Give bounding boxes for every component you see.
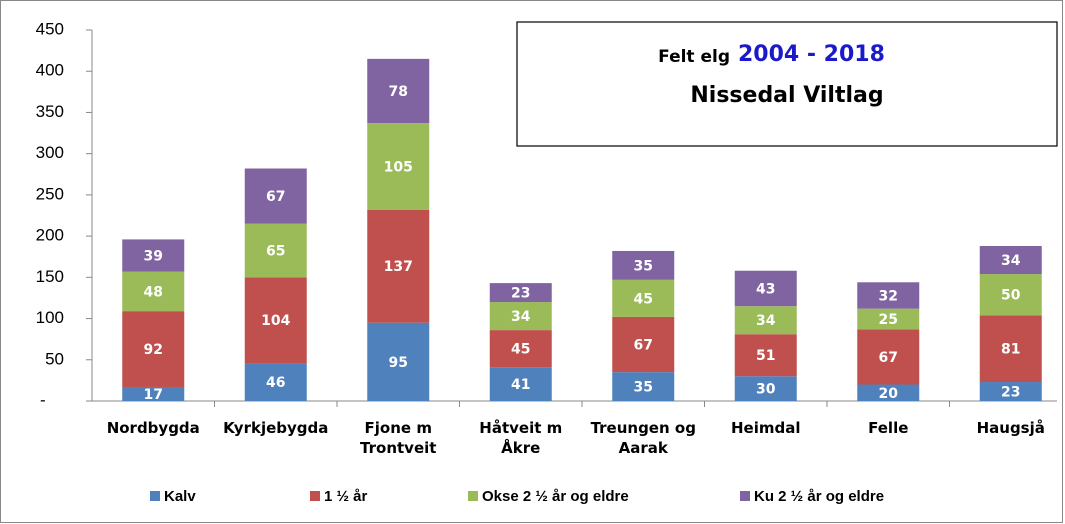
bar-segment <box>979 315 1042 383</box>
data-label: 30 <box>756 382 776 398</box>
legend-label: Ku 2 ½ år og eldre <box>754 488 884 505</box>
data-label: 43 <box>756 281 775 297</box>
legend-swatch <box>150 491 160 501</box>
bar-segment <box>734 306 797 335</box>
bar-segment <box>122 271 185 312</box>
legend-swatch <box>310 491 320 501</box>
data-label: 23 <box>511 286 530 302</box>
bar-segment <box>612 279 675 317</box>
data-label: 34 <box>756 313 776 329</box>
data-label: 39 <box>144 248 163 264</box>
bar-segment <box>244 363 307 401</box>
bar-segment <box>489 367 552 401</box>
bar-segment <box>122 386 185 401</box>
y-tick-label: 50 <box>45 349 64 368</box>
y-tick-label: 400 <box>36 61 64 80</box>
x-tick-label: Treungen og Aarak <box>590 419 696 457</box>
data-label: 65 <box>266 244 285 260</box>
chart-subtitle: Nissedal Viltlag <box>690 83 883 108</box>
bar-segment <box>244 223 307 278</box>
data-label: 51 <box>756 348 775 364</box>
legend-label: 1 ½ år <box>324 488 368 505</box>
legend-label: Kalv <box>164 488 196 505</box>
y-tick-label: 300 <box>36 143 64 162</box>
data-label: 48 <box>144 284 163 300</box>
bar-segment <box>857 384 920 401</box>
y-tick-label: - <box>40 390 46 409</box>
data-label: 50 <box>1001 288 1021 304</box>
bar-segment <box>857 282 920 309</box>
legend-swatch <box>468 491 478 501</box>
data-label: 105 <box>384 159 413 175</box>
y-tick-label: 200 <box>36 226 64 245</box>
bar-segment <box>979 274 1042 316</box>
data-label: 35 <box>634 380 653 396</box>
x-tick-label: Heimdal <box>731 419 801 437</box>
bar-segment <box>367 322 430 401</box>
bar-segment <box>734 334 797 377</box>
data-label: 23 <box>1001 385 1020 401</box>
chart-title: Felt elg <box>658 47 730 67</box>
bar-segment <box>979 246 1042 275</box>
bar-segment <box>857 308 920 330</box>
data-label: 81 <box>1001 342 1020 358</box>
y-tick-label: 350 <box>36 102 64 121</box>
data-label: 92 <box>144 342 163 358</box>
bar-segment <box>734 376 797 401</box>
bar-segment <box>489 283 552 303</box>
data-label: 46 <box>266 375 285 391</box>
data-label: 95 <box>389 355 408 371</box>
data-label: 17 <box>144 387 163 403</box>
data-label: 32 <box>879 288 898 304</box>
data-label: 25 <box>879 312 898 328</box>
bar-segment <box>734 270 797 307</box>
bar-segment <box>367 209 430 323</box>
title-box <box>516 21 1058 147</box>
legend-label: Okse 2 ½ år og eldre <box>482 488 629 505</box>
data-label: 34 <box>1001 253 1021 269</box>
bar-segment <box>122 239 185 272</box>
bar-segment <box>489 330 552 368</box>
y-tick-label: 100 <box>36 308 64 327</box>
bar-segment <box>367 58 430 124</box>
data-label: 67 <box>879 350 898 366</box>
bar-segment <box>612 250 675 280</box>
data-label: 104 <box>261 313 290 329</box>
chart-title-years: 2004 - 2018 <box>738 42 885 67</box>
data-label: 45 <box>511 342 530 358</box>
x-tick-label: Håtveit m Åkre <box>479 419 563 457</box>
data-label: 78 <box>389 84 408 100</box>
data-label: 67 <box>266 189 285 205</box>
y-tick-label: 150 <box>36 267 64 286</box>
data-label: 20 <box>879 386 899 402</box>
bar-segment <box>122 311 185 387</box>
x-tick-label: Kyrkjebygda <box>223 419 329 437</box>
legend-swatch <box>740 491 750 501</box>
bar-segment <box>244 168 307 224</box>
bar-segment <box>612 316 675 373</box>
y-tick-label: 450 <box>36 19 64 38</box>
x-tick-label: Haugsjå <box>976 419 1045 437</box>
data-label: 41 <box>511 377 530 393</box>
bar-segment <box>367 123 430 210</box>
data-label: 45 <box>634 291 653 307</box>
bar-segment <box>244 277 307 364</box>
bar-segment <box>979 382 1042 401</box>
bar-segment <box>612 372 675 401</box>
x-tick-label: Felle <box>868 419 909 437</box>
data-label: 34 <box>511 309 531 325</box>
data-label: 67 <box>634 338 653 354</box>
y-tick-label: 250 <box>36 184 64 203</box>
data-label: 35 <box>634 258 653 274</box>
x-tick-label: Nordbygda <box>106 419 200 437</box>
bar-segment <box>857 329 920 385</box>
data-label: 137 <box>384 259 413 275</box>
bar-segment <box>489 302 552 331</box>
x-tick-label: Fjone m Trontveit <box>360 419 437 457</box>
